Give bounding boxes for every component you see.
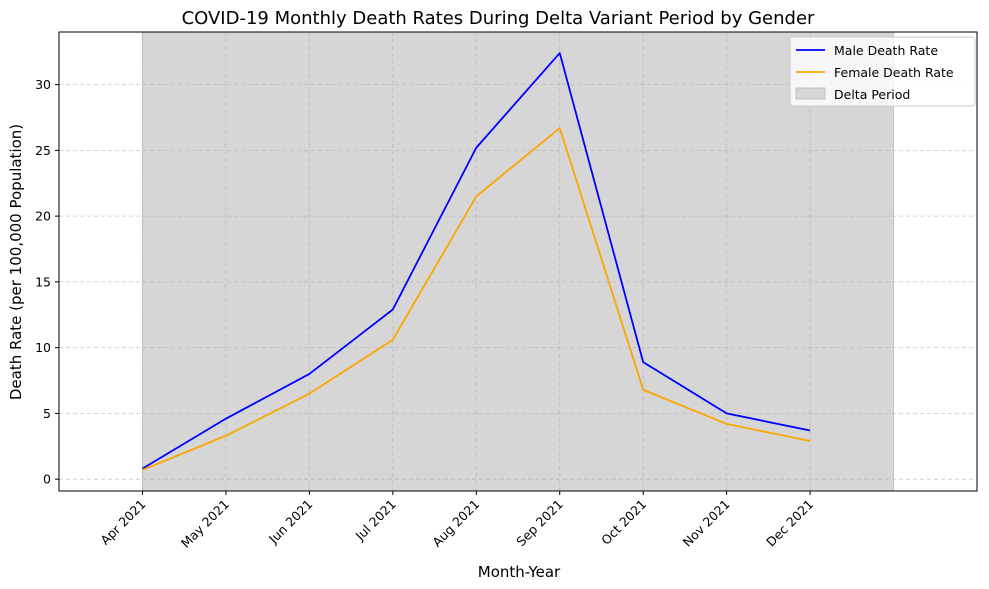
y-tick-label: 20 bbox=[35, 209, 51, 224]
x-tick-label: Oct 2021 bbox=[598, 497, 649, 548]
x-tick-label: Dec 2021 bbox=[763, 497, 816, 550]
legend: Male Death Rate Female Death Rate Delta … bbox=[789, 36, 976, 107]
y-tick-label: 30 bbox=[35, 77, 51, 92]
y-axis-title: Death Rate (per 100,000 Population) bbox=[7, 124, 25, 400]
x-tick-label: Sep 2021 bbox=[513, 497, 566, 550]
x-tick-label: May 2021 bbox=[178, 497, 232, 551]
x-tick-label: Nov 2021 bbox=[680, 497, 733, 550]
x-tick-label: Jun 2021 bbox=[265, 497, 315, 547]
x-tick-label: Aug 2021 bbox=[429, 497, 482, 550]
y-tick-label: 10 bbox=[35, 340, 51, 355]
legend-male-label: Male Death Rate bbox=[834, 43, 938, 58]
x-axis-title: Month-Year bbox=[478, 563, 561, 581]
plot-frame bbox=[58, 31, 978, 492]
series-line-female bbox=[142, 127, 811, 471]
x-tick-label: Apr 2021 bbox=[97, 497, 148, 548]
chart-title: COVID-19 Monthly Death Rates During Delt… bbox=[182, 8, 815, 29]
y-tick-label: 25 bbox=[35, 143, 51, 158]
y-tick-label: 0 bbox=[43, 472, 51, 487]
series-line-male bbox=[141, 52, 811, 470]
x-tick-label: Jul 2021 bbox=[352, 497, 399, 544]
legend-delta-swatch bbox=[795, 87, 826, 100]
y-tick-label: 15 bbox=[35, 274, 51, 289]
legend-delta-label: Delta Period bbox=[834, 87, 910, 102]
y-tick-label: 5 bbox=[43, 406, 51, 421]
legend-box bbox=[789, 36, 976, 107]
legend-female-label: Female Death Rate bbox=[834, 65, 954, 80]
